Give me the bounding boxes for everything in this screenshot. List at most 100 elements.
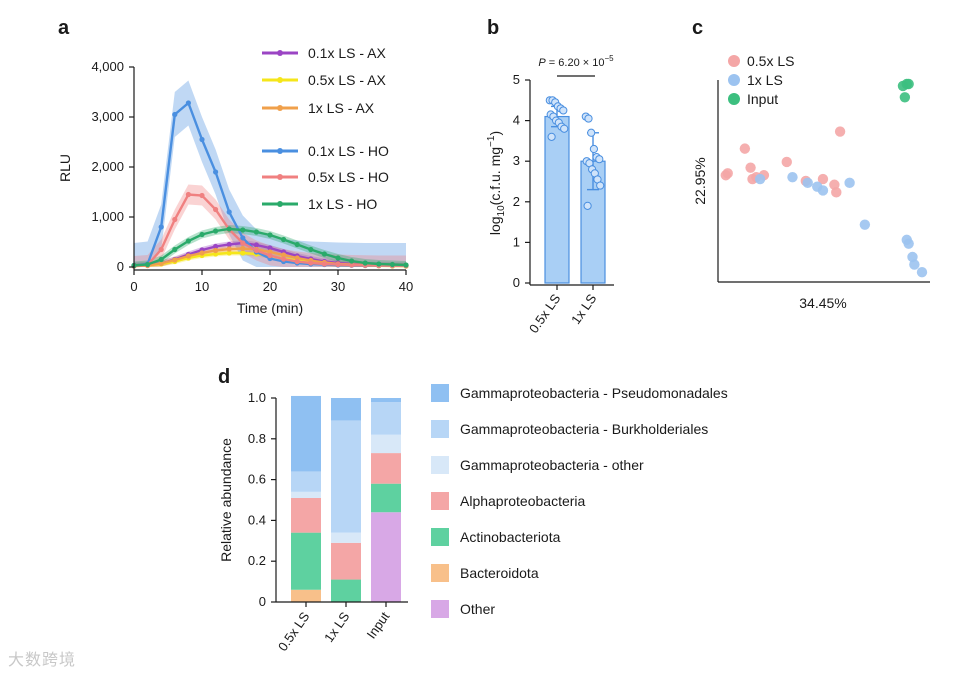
panel-d-bar-segment (331, 420, 361, 533)
panel-a-legend-label: 0.5x LS - AX (308, 72, 386, 88)
panel-d-bar-segment (331, 532, 361, 543)
panel-d-legend-label: Gammaproteobacteria - Burkholderiales (460, 421, 708, 437)
panel-c-point-1x-ls (754, 173, 766, 185)
panel-a-point (267, 252, 273, 259)
panel-c-point-1x-ls (909, 259, 920, 270)
panel-c-point-1x-ls (903, 238, 914, 249)
panel-b-bar-chart: 0 1 2 3 4 5 0.5x LS 1x LS P = 6.20 × 10−5 log10… (486, 54, 614, 336)
panel-c-legend-marker (728, 74, 740, 86)
panel-b-p-value: = 6.20 × 10 (546, 57, 605, 69)
panel-c-x-label: 34.45% (799, 295, 846, 311)
panel-a-legend-label: 0.1x LS - AX (308, 45, 386, 61)
panel-a-band-3 (134, 80, 406, 267)
panel-b-significance: P = 6.20 × 10−5 (538, 54, 614, 77)
panel-b-y-tick-label: 1 (513, 234, 520, 249)
panel-a-point (294, 241, 300, 248)
panel-a-point (226, 209, 232, 215)
panel-a-point (335, 261, 341, 268)
panel-d-bar-segment (371, 512, 401, 602)
panel-d-y-tick-label: 0.4 (248, 512, 266, 527)
panel-a-point (172, 246, 178, 253)
panel-b-data-point (547, 132, 556, 141)
panel-c-point-input (903, 78, 914, 90)
panel-d-legend-label: Bacteroidota (460, 565, 539, 581)
panel-a-x-label: Time (min) (237, 300, 303, 316)
panel-a-point (213, 169, 219, 175)
panel-a-point (213, 247, 219, 254)
panel-d-legend-swatch (431, 384, 449, 402)
panel-d-bar-segment (371, 402, 401, 435)
panel-d-y-tick-label: 1.0 (248, 390, 266, 405)
panel-d-bar-segment (291, 395, 321, 472)
panel-a-point (158, 246, 164, 253)
panel-a-legend-label: 0.1x LS - HO (308, 143, 389, 159)
panel-a-point (199, 231, 205, 238)
panel-a-point (321, 261, 327, 267)
panel-d-y-label: Relative abundance (218, 438, 234, 562)
panel-a-point (253, 229, 259, 235)
panel-a-x-tick-label: 0 (130, 279, 137, 294)
panel-d-bar-segment (291, 497, 321, 533)
panel-d-x-tick-label: 1x LS (321, 609, 353, 645)
panel-c-legend-marker (728, 93, 740, 105)
panel-a-y-tick-label: 3,000 (91, 109, 124, 124)
watermark-logo: 大数跨境 (8, 650, 77, 669)
panel-d-y-tick-label: 0 (259, 594, 266, 609)
panel-a-point (267, 232, 273, 238)
panel-a-point (185, 253, 191, 259)
panel-c-legend-label: 0.5x LS (747, 53, 794, 69)
panel-d-legend-swatch (431, 456, 449, 474)
panel-a-point (321, 251, 327, 257)
panel-a-line-chart: 0 10 20 30 40 0 1,000 2,000 3,000 4,000 Time (min… (57, 45, 413, 316)
panel-b-x-tick-label: 0.5x LS (526, 291, 564, 336)
panel-b-data-point (596, 181, 605, 190)
panel-c-legend-label: 1x LS (747, 72, 783, 88)
panel-c-point-0-5x-ls (781, 156, 792, 168)
panel-c-point-0-5x-ls (817, 173, 829, 185)
panel-a-legend-marker (277, 105, 283, 111)
panel-a-x-tick-label: 30 (331, 279, 345, 294)
panel-d-bar-segment (331, 398, 361, 421)
panel-a-y-tick-label: 0 (117, 259, 124, 274)
panel-d-bar-segment (371, 483, 401, 513)
panel-d-bar-segment (371, 434, 401, 454)
panel-c-legend-label: Input (747, 91, 778, 107)
panel-b-data-point (583, 201, 592, 210)
panel-a-point (403, 262, 409, 268)
panel-a-point (199, 192, 205, 199)
panel-c-point-1x-ls (817, 185, 829, 196)
panel-a-point (349, 262, 355, 268)
panel-c-point-0-5x-ls (739, 143, 751, 154)
panel-a-legend-label: 1x LS - HO (308, 196, 377, 212)
panel-a-point (240, 235, 246, 241)
panel-a-point (308, 260, 314, 266)
panel-b-data-point (559, 106, 568, 115)
panel-c-scatter-chart: 0.5x LS 1x LS Input 34.45% 22.95% (692, 53, 930, 311)
panel-a-point (199, 250, 205, 256)
panel-a-y-tick-label: 4,000 (91, 59, 124, 74)
panel-d-legend-label: Gammaproteobacteria - other (460, 457, 644, 473)
panel-d-y-tick-label: 0.6 (248, 472, 266, 487)
panel-a-point (172, 111, 178, 118)
panel-c-point-1x-ls (787, 171, 798, 183)
panel-c-point-0-5x-ls (834, 126, 846, 137)
panel-a-legend-label: 1x LS - AX (308, 100, 375, 116)
panel-a-x-tick-label: 40 (399, 279, 413, 294)
panel-a-point (213, 243, 219, 250)
panel-c-letter: c (692, 17, 703, 39)
panel-d-bar-segment (371, 398, 401, 403)
panel-d-legend-label: Gammaproteobacteria - Pseudomonadales (460, 385, 728, 401)
panel-a-point (281, 252, 287, 258)
panel-b-letter: b (487, 17, 499, 39)
panel-c-y-label: 22.95% (692, 157, 708, 204)
panel-c-point-1x-ls (916, 266, 928, 278)
panel-a-legend-marker (277, 77, 283, 83)
panel-b-y-tick-label: 5 (513, 72, 520, 87)
panel-a-point (240, 240, 246, 246)
panel-a-point (158, 260, 164, 267)
panel-c-point-0-5x-ls (722, 168, 733, 179)
panel-b-y-label: log10(c.f.u. mg−1) (486, 131, 507, 235)
panel-a-point (240, 245, 246, 252)
panel-a-point (185, 191, 191, 198)
panel-c-point-0-5x-ls (747, 173, 758, 185)
